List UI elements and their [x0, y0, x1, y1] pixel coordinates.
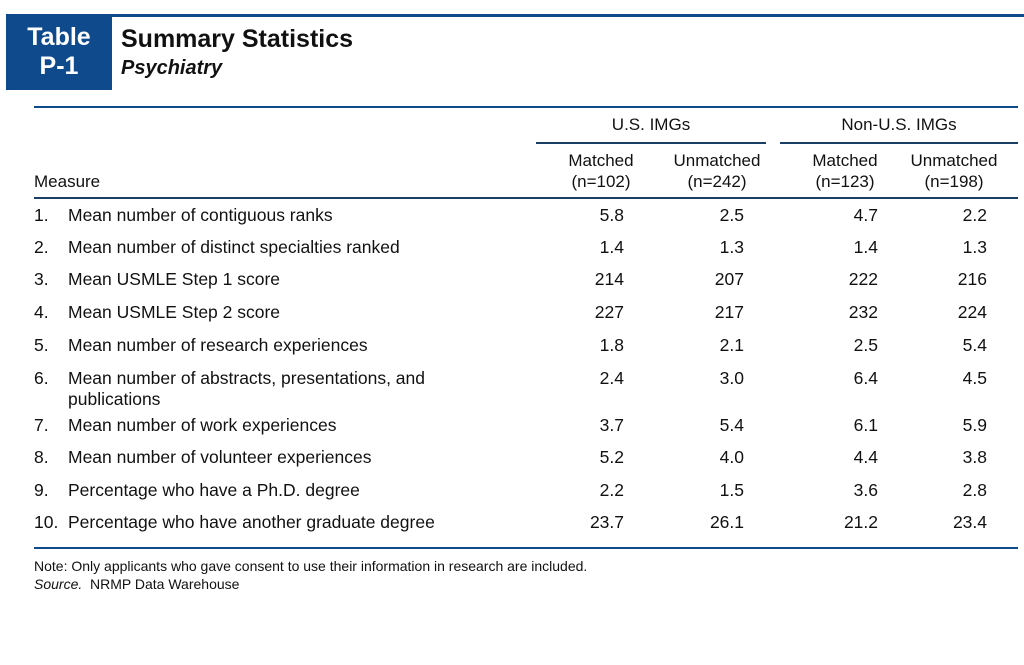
measure-column-header: Measure: [34, 172, 101, 191]
page-title: Summary Statistics: [121, 25, 354, 53]
cell-value: 2.8: [962, 480, 987, 500]
cell-value: 2.4: [599, 368, 624, 388]
row-label: Mean number of research experiences: [68, 335, 368, 355]
cell-value: 4.7: [853, 205, 878, 225]
cell-value: 214: [594, 269, 624, 289]
cell-value: 1.8: [599, 335, 624, 355]
row-label: Mean number of contiguous ranks: [68, 205, 333, 225]
cell-value: 227: [594, 302, 624, 322]
cell-value: 4.0: [719, 447, 744, 467]
cell-value: 23.7: [589, 512, 624, 532]
cell-value: 5.4: [962, 335, 987, 355]
cell-value: 224: [957, 302, 987, 322]
column-header-name: Unmatched: [910, 151, 998, 170]
cell-value: 5.2: [599, 447, 624, 467]
column-header: Matched (n=123): [790, 150, 900, 192]
cell-value: 21.2: [843, 512, 878, 532]
row-number: 7.: [34, 415, 49, 435]
cell-value: 6.4: [853, 368, 878, 388]
column-header-name: Unmatched: [673, 151, 761, 170]
table-header-rule: [34, 197, 1018, 199]
row-number: 9.: [34, 480, 49, 500]
cell-value: 222: [848, 269, 878, 289]
cell-value: 23.4: [952, 512, 987, 532]
column-header-count: (n=242): [687, 172, 747, 191]
cell-value: 232: [848, 302, 878, 322]
header-rule: [112, 14, 1024, 17]
cell-value: 1.3: [962, 237, 987, 257]
row-label: Percentage who have a Ph.D. degree: [68, 480, 360, 500]
row-label: Mean USMLE Step 2 score: [68, 302, 281, 322]
table-badge-line1: Table: [27, 23, 91, 51]
cell-value: 217: [714, 302, 744, 322]
cell-value: 1.4: [599, 237, 624, 257]
cell-value: 207: [714, 269, 744, 289]
cell-value: 4.4: [853, 447, 878, 467]
cell-value: 2.2: [962, 205, 987, 225]
row-number: 5.: [34, 335, 49, 355]
cell-value: 5.4: [719, 415, 744, 435]
column-header-count: (n=102): [571, 172, 631, 191]
column-header: Matched (n=102): [546, 150, 656, 192]
group-header-non-us-imgs: Non-U.S. IMGs: [841, 115, 957, 134]
row-label: Mean number of work experiences: [68, 415, 337, 435]
cell-value: 2.5: [719, 205, 744, 225]
group-rule-non-us-imgs: [780, 142, 1018, 144]
row-label: Percentage who have another graduate deg…: [68, 512, 435, 532]
page-subtitle: Psychiatry: [121, 57, 223, 79]
group-rule-us-imgs: [536, 142, 766, 144]
cell-value: 2.5: [853, 335, 878, 355]
row-number: 6.: [34, 368, 49, 388]
row-label: Mean number of abstracts, presentations,…: [68, 368, 426, 409]
table-note: Note: Only applicants who gave consent t…: [34, 558, 588, 574]
cell-value: 216: [957, 269, 987, 289]
row-number: 4.: [34, 302, 49, 322]
row-number: 8.: [34, 447, 49, 467]
source-label: Source.: [34, 576, 83, 592]
row-number: 2.: [34, 237, 49, 257]
table-bottom-rule: [34, 547, 1018, 549]
column-header-name: Matched: [812, 151, 878, 170]
row-label: Mean number of volunteer experiences: [68, 447, 372, 467]
table-number-badge: Table P-1: [6, 14, 112, 90]
cell-value: 4.5: [962, 368, 987, 388]
cell-value: 2.2: [599, 480, 624, 500]
cell-value: 26.1: [709, 512, 744, 532]
cell-value: 5.8: [599, 205, 624, 225]
table-source: Source. NRMP Data Warehouse: [34, 575, 239, 593]
cell-value: 3.8: [962, 447, 987, 467]
row-number: 3.: [34, 269, 49, 289]
column-header: Unmatched (n=242): [662, 150, 772, 192]
cell-value: 1.4: [853, 237, 878, 257]
cell-value: 3.7: [599, 415, 624, 435]
column-header-name: Matched: [568, 151, 634, 170]
table-top-rule: [34, 106, 1018, 108]
row-label: Mean USMLE Step 1 score: [68, 269, 281, 289]
row-label: Mean number of distinct specialties rank…: [68, 237, 400, 257]
table-badge-line2: P-1: [39, 52, 79, 80]
group-header-us-imgs: U.S. IMGs: [611, 115, 691, 134]
column-header-count: (n=198): [924, 172, 984, 191]
cell-value: 5.9: [962, 415, 987, 435]
cell-value: 1.5: [719, 480, 744, 500]
cell-value: 6.1: [853, 415, 878, 435]
cell-value: 2.1: [719, 335, 744, 355]
column-header: Unmatched (n=198): [899, 150, 1009, 192]
cell-value: 1.3: [719, 237, 744, 257]
cell-value: 3.0: [719, 368, 744, 388]
source-text: NRMP Data Warehouse: [90, 576, 240, 592]
row-number: 1.: [34, 205, 49, 225]
cell-value: 3.6: [853, 480, 878, 500]
row-number: 10.: [34, 512, 59, 532]
column-header-count: (n=123): [815, 172, 875, 191]
